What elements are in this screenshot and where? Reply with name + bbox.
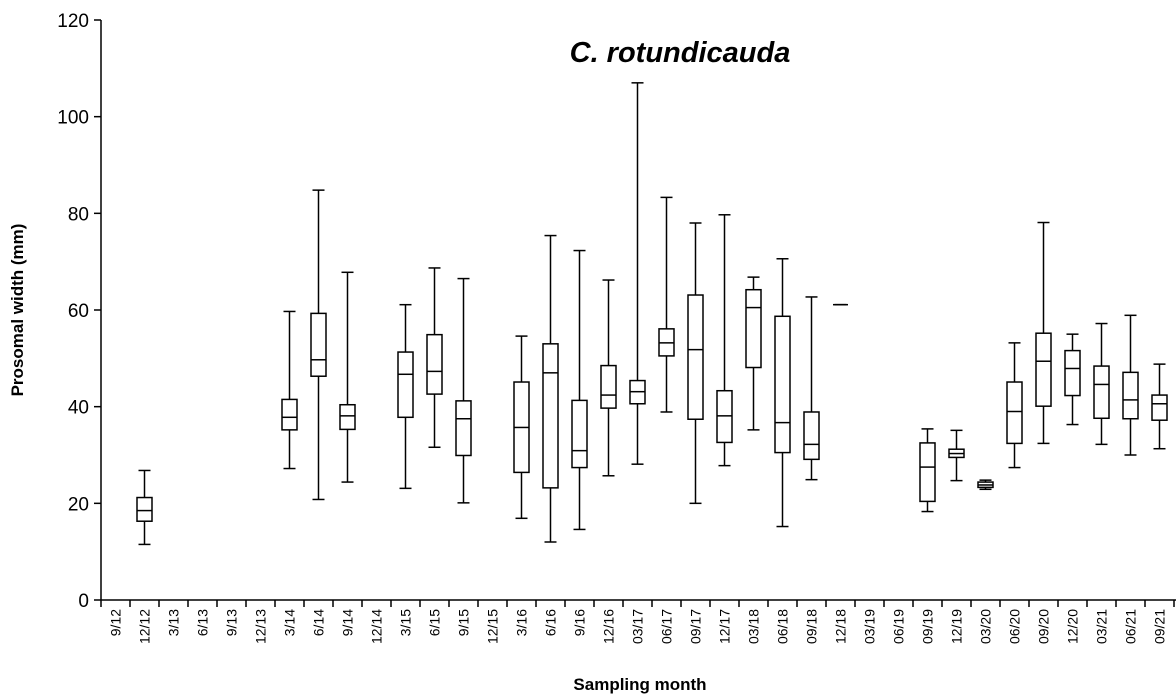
- box-3-15: [397, 303, 414, 490]
- iqr-box: [1151, 394, 1168, 421]
- box-12-16: [600, 279, 617, 477]
- box-12-17: [716, 214, 733, 467]
- iqr-box: [426, 333, 443, 395]
- y-tick-label: 60: [68, 301, 89, 322]
- y-tick-label: 0: [78, 591, 89, 612]
- x-tick-label: 06/20: [1007, 609, 1023, 644]
- x-tick-label: 09/18: [804, 609, 820, 644]
- box-9-15: [455, 277, 472, 504]
- box-6-16: [542, 234, 559, 543]
- box-6-15: [426, 267, 443, 449]
- x-tick-label: 6/15: [427, 609, 443, 636]
- box-06-17: [658, 196, 675, 413]
- x-tick-label: 3/15: [398, 609, 414, 636]
- box-6-14: [310, 189, 327, 501]
- x-tick-label: 09/17: [688, 609, 704, 644]
- x-tick-label: 9/14: [340, 609, 356, 636]
- x-tick-label: 12/17: [717, 609, 733, 644]
- box-12-20: [1064, 333, 1081, 426]
- x-tick-label: 9/16: [572, 609, 588, 636]
- box-09-20: [1035, 221, 1052, 445]
- box-9-16: [571, 249, 588, 531]
- x-tick-label: 9/13: [224, 609, 240, 636]
- iqr-box: [803, 411, 820, 461]
- x-tick-label: 06/19: [891, 609, 907, 644]
- box-3-14: [281, 310, 298, 470]
- x-tick-label: 03/21: [1094, 609, 1110, 644]
- iqr-box: [136, 496, 153, 522]
- x-tick-label: 12/16: [601, 609, 617, 644]
- x-tick-label: 3/14: [282, 609, 298, 636]
- iqr-box: [571, 399, 588, 469]
- box-03-18: [745, 276, 762, 431]
- iqr-box: [281, 398, 298, 431]
- x-tick-label: 03/18: [746, 609, 762, 644]
- chart-title: C. rotundicauda: [570, 37, 791, 69]
- x-tick-label: 06/17: [659, 609, 675, 644]
- x-tick-label: 09/19: [920, 609, 936, 644]
- iqr-box: [919, 442, 936, 503]
- x-tick-label: 3/13: [166, 609, 182, 636]
- iqr-box: [1122, 371, 1139, 420]
- x-tick-label: 12/20: [1065, 609, 1081, 644]
- box-03-17: [629, 82, 646, 465]
- iqr-box: [600, 364, 617, 409]
- box-12-19: [948, 429, 965, 482]
- y-axis: 0 20 40 60 80 100 120: [57, 11, 102, 612]
- y-axis-title: Prosomal width (mm): [8, 224, 27, 397]
- box-06-21: [1122, 314, 1139, 456]
- iqr-box: [542, 343, 559, 489]
- x-tick-label: 06/18: [775, 609, 791, 644]
- box-09-18: [803, 296, 820, 481]
- x-tick-label: 12/13: [253, 609, 269, 644]
- y-tick-label: 120: [57, 11, 89, 32]
- iqr-box: [774, 315, 791, 454]
- x-tick-label: 9/12: [108, 609, 124, 636]
- iqr-box: [310, 312, 327, 377]
- x-tick-label: 06/21: [1123, 609, 1139, 644]
- x-tick-label: 3/16: [514, 609, 530, 636]
- x-tick-label: 12/12: [137, 609, 153, 644]
- iqr-box: [397, 351, 414, 419]
- y-tick-label: 40: [68, 398, 89, 419]
- x-tick-label: 09/20: [1036, 609, 1052, 644]
- iqr-box: [339, 403, 356, 431]
- x-tick-label: 9/15: [456, 609, 472, 636]
- x-tick-label: 12/18: [833, 609, 849, 644]
- y-tick-label: 100: [57, 108, 89, 129]
- x-tick-label: 12/14: [369, 609, 385, 644]
- x-tick-label: 03/20: [978, 609, 994, 644]
- y-tick-label: 80: [68, 204, 89, 225]
- box-06-18: [774, 258, 791, 528]
- x-axis-title: Sampling month: [573, 675, 706, 694]
- x-tick-label: 6/14: [311, 609, 327, 636]
- box-12-12: [136, 469, 153, 546]
- box-09-21: [1151, 363, 1168, 450]
- y-tick-label: 20: [68, 494, 89, 515]
- iqr-box: [745, 288, 762, 369]
- x-tick-label: 12/19: [949, 609, 965, 644]
- box-9-14: [339, 271, 356, 483]
- x-tick-label: 09/21: [1152, 609, 1168, 644]
- x-tick-label: 03/17: [630, 609, 646, 644]
- x-tick-label: 6/13: [195, 609, 211, 636]
- iqr-box: [1035, 332, 1052, 407]
- x-tick-label: 12/15: [485, 609, 501, 644]
- x-axis: 9/12 12/12 3/13 6/13 9/13 12/13 3/14 6/14 9/14 12…: [100, 599, 1176, 644]
- iqr-box: [1006, 381, 1023, 445]
- iqr-box: [1064, 349, 1081, 397]
- iqr-box: [455, 400, 472, 457]
- x-tick-label: 6/16: [543, 609, 559, 636]
- box-3-16: [513, 335, 530, 520]
- box-09-17: [687, 222, 704, 505]
- box-03-21: [1093, 322, 1110, 446]
- x-tick-label: 03/19: [862, 609, 878, 644]
- box-06-20: [1006, 342, 1023, 469]
- box-09-19: [919, 428, 936, 513]
- box-series: [136, 82, 1168, 546]
- box-03-20: [977, 479, 994, 491]
- iqr-box: [1093, 365, 1110, 420]
- iqr-box: [687, 294, 704, 420]
